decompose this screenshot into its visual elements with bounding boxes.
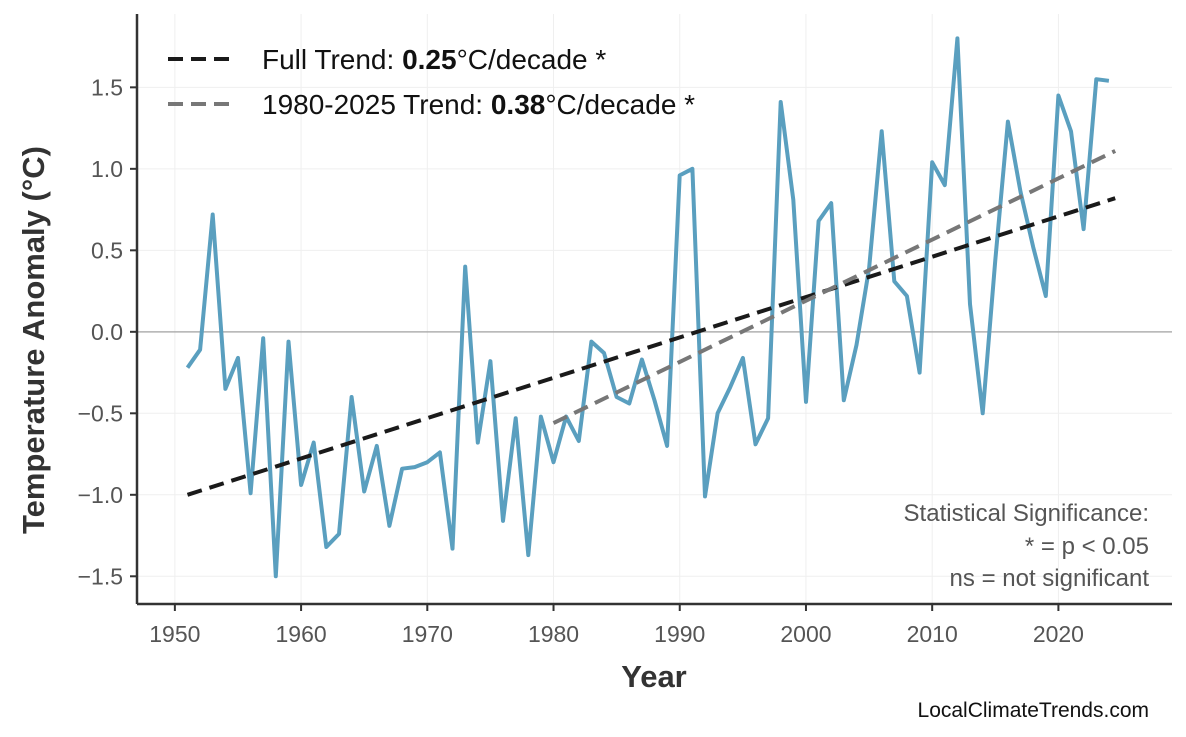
x-tick-label-2020: 2020 [1033,621,1084,647]
anomaly-series-line [185,36,1110,579]
y-axis-ticks: −1.5 −1.0 −0.5 0.0 0.5 1.0 1.5 [78,74,137,589]
x-tick-label-1990: 1990 [654,621,705,647]
significance-note-line-1: Statistical Significance: [904,500,1149,527]
significance-note-line-2: * = p < 0.05 [1025,533,1149,560]
trend-line-1 [186,196,1116,497]
x-tick-label-1960: 1960 [275,621,326,647]
y-tick-label-6: 1.5 [91,74,123,100]
series-layer [185,36,1117,579]
legend-label-1980-trend: 1980-2025 Trend: 0.38°C/decade * [262,89,695,120]
footer-credit: LocalClimateTrends.com [918,699,1149,722]
x-axis-title: Year [621,659,687,694]
legend: Full Trend: 0.25°C/decade * 1980-2025 Tr… [168,44,695,120]
y-tick-label-1: −1.0 [78,482,123,508]
y-axis-title: Temperature Anomaly (°C) [16,146,51,534]
trend-line-2 [552,149,1117,425]
y-tick-label-5: 1.0 [91,156,123,182]
x-tick-label-1980: 1980 [528,621,579,647]
x-axis-ticks: 1950 1960 1970 1980 1990 2000 2010 2020 [149,604,1084,647]
y-tick-label-0: −1.5 [78,563,123,589]
legend-label-full-trend: Full Trend: 0.25°C/decade * [262,44,606,75]
legend-value-full-trend: 0.25 [402,44,457,75]
x-tick-label-2010: 2010 [907,621,958,647]
x-tick-label-1950: 1950 [149,621,200,647]
significance-note-line-3: ns = not significant [950,565,1150,592]
axes [135,14,1172,606]
y-tick-label-3: 0.0 [91,319,123,345]
y-tick-label-4: 0.5 [91,237,123,263]
x-tick-label-2000: 2000 [780,621,831,647]
x-tick-label-1970: 1970 [402,621,453,647]
significance-note: Statistical Significance: * = p < 0.05 n… [904,500,1150,592]
legend-value-1980-trend: 0.38 [491,89,546,120]
y-tick-label-2: −0.5 [78,400,123,426]
